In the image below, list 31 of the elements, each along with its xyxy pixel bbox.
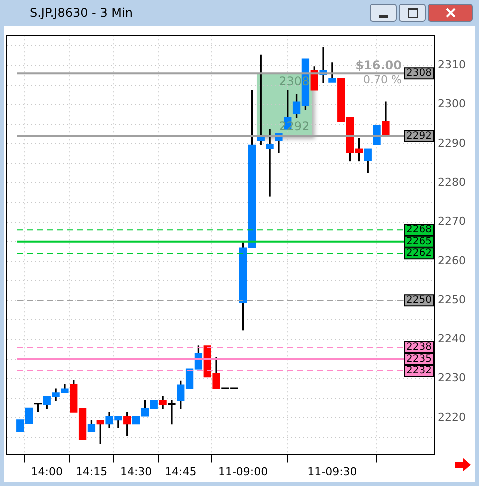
candlestick bbox=[266, 129, 274, 197]
ref-line-label: 2262 bbox=[406, 248, 432, 260]
y-tick-label: 2240 bbox=[438, 332, 466, 346]
x-tick-label: 11-09:30 bbox=[308, 465, 358, 478]
ref-line-label: 2265 bbox=[406, 236, 432, 248]
ref-line-label: 2232 bbox=[406, 366, 432, 377]
y-tick-label: 2280 bbox=[438, 176, 466, 190]
ref-line-label: 2250 bbox=[406, 295, 432, 306]
y-tick-label: 2250 bbox=[438, 293, 466, 306]
y-tick-label: 2220 bbox=[438, 410, 466, 424]
ref-line-label: 2238 bbox=[406, 342, 432, 354]
y-tick-label: 2300 bbox=[438, 98, 466, 111]
y-tick-label: 2230 bbox=[438, 372, 466, 385]
candlestick bbox=[382, 102, 390, 138]
ref-line-label: 2268 bbox=[406, 224, 432, 236]
x-tick-label: 11-09:00 bbox=[218, 465, 268, 478]
y-tick-label: 2270 bbox=[438, 215, 466, 228]
annotation: $16.00 bbox=[356, 58, 402, 73]
x-tick-label: 14:30 bbox=[120, 465, 152, 478]
ref-line-label: 2308 bbox=[406, 68, 432, 80]
x-tick-label: 14:15 bbox=[76, 465, 108, 478]
ref-line-label: 2292 bbox=[406, 130, 432, 142]
y-tick-label: 2260 bbox=[438, 254, 466, 268]
x-tick-label: 14:00 bbox=[31, 465, 63, 478]
ref-line-label: 2235 bbox=[406, 354, 432, 365]
x-tick-label: 14:45 bbox=[165, 465, 197, 478]
candlestick bbox=[328, 62, 336, 83]
chart-title: S.JP.J8630 - 3 Min bbox=[30, 6, 133, 20]
annotation: 0.70 % bbox=[364, 73, 402, 86]
y-tick-label: 2290 bbox=[438, 136, 466, 150]
y-tick-label: 2310 bbox=[438, 58, 466, 72]
